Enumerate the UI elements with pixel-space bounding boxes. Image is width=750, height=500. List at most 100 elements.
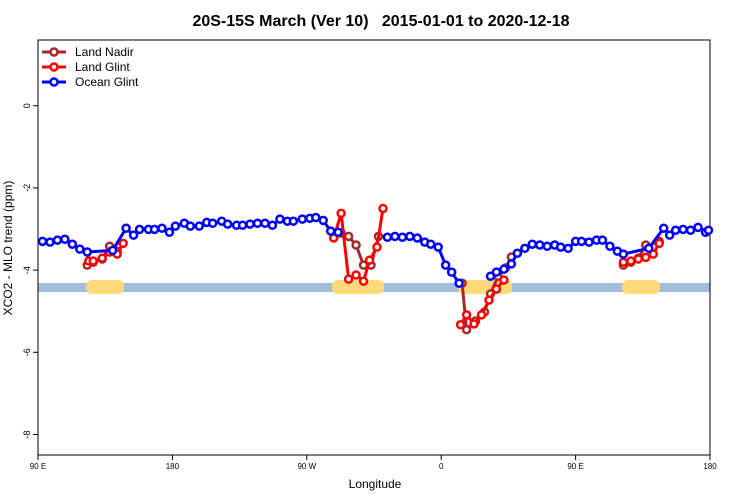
point <box>535 240 545 250</box>
point <box>351 270 361 280</box>
point <box>499 264 509 275</box>
point <box>491 267 502 277</box>
point <box>267 220 278 231</box>
point <box>164 227 175 238</box>
point <box>469 319 479 329</box>
point <box>397 232 408 242</box>
point <box>82 247 93 257</box>
point <box>364 255 375 265</box>
point <box>60 234 70 245</box>
point <box>461 310 472 320</box>
point <box>351 240 361 250</box>
point <box>343 231 354 242</box>
y-tick-label: -4 <box>22 266 32 274</box>
legend-label: Land Nadir <box>75 45 134 59</box>
point <box>52 235 63 245</box>
point <box>670 225 681 235</box>
legend-label: Ocean Glint <box>75 75 139 89</box>
point <box>75 244 85 254</box>
x-tick-label: 90 E <box>567 462 583 471</box>
point <box>654 238 664 249</box>
point <box>563 243 573 254</box>
point <box>378 203 388 214</box>
point <box>311 212 321 223</box>
point <box>372 242 382 252</box>
point <box>693 222 703 233</box>
point <box>412 233 423 243</box>
point <box>605 241 615 252</box>
x-tick-label: 90 W <box>297 462 316 471</box>
point <box>107 245 118 256</box>
point <box>597 235 608 245</box>
point <box>325 226 336 236</box>
point <box>88 256 99 266</box>
point <box>618 257 629 268</box>
point <box>576 236 587 247</box>
point <box>245 219 255 229</box>
point <box>425 239 436 249</box>
point <box>67 239 78 249</box>
point <box>476 310 487 320</box>
point <box>461 324 472 335</box>
point <box>134 224 145 235</box>
point <box>194 221 205 231</box>
point <box>555 242 566 252</box>
point <box>703 225 714 235</box>
x-tick-label: 0 <box>439 462 444 471</box>
point <box>222 219 233 229</box>
legend-marker <box>49 47 59 57</box>
mask-land <box>332 280 384 294</box>
point <box>485 271 496 282</box>
point <box>584 237 594 247</box>
point <box>237 220 248 231</box>
y-tick-label: -8 <box>22 430 32 438</box>
point <box>121 223 131 233</box>
plot-frame <box>37 39 711 456</box>
point <box>644 243 654 254</box>
mask-land <box>86 280 124 294</box>
point <box>484 295 494 305</box>
point <box>433 242 443 252</box>
point <box>446 267 457 277</box>
y-tick-label: 0 <box>22 103 32 108</box>
point <box>297 214 308 224</box>
point <box>678 224 688 235</box>
point <box>185 221 196 231</box>
point <box>618 249 629 259</box>
point <box>506 259 517 269</box>
point <box>260 218 270 229</box>
point <box>170 221 181 231</box>
legend-label: Land Glint <box>75 60 130 74</box>
y-axis-label: XCO2 - MLO trend (ppm) <box>1 181 15 316</box>
point <box>527 239 538 249</box>
point <box>288 216 299 226</box>
chart-title: 20S-15S March (Ver 10) 2015-01-01 to 202… <box>192 13 569 30</box>
point <box>641 252 651 263</box>
point <box>358 276 369 286</box>
point <box>275 214 285 224</box>
point <box>648 249 659 259</box>
point <box>542 241 552 252</box>
y-tick-label: -6 <box>22 348 32 356</box>
x-axis-label: Longitude <box>349 477 402 491</box>
point <box>382 232 393 242</box>
point <box>252 218 263 229</box>
point <box>118 238 128 249</box>
point <box>626 256 636 266</box>
point <box>390 231 400 242</box>
point <box>207 218 218 229</box>
point <box>318 215 328 226</box>
point <box>343 274 354 284</box>
x-tick-label: 90 E <box>30 462 46 471</box>
point <box>149 224 160 235</box>
point <box>336 208 346 219</box>
point <box>405 231 415 242</box>
point <box>37 236 48 247</box>
land-mask <box>38 280 710 294</box>
point <box>658 223 669 233</box>
point <box>664 230 675 240</box>
point <box>491 284 502 294</box>
x-tick-label: 180 <box>166 462 180 471</box>
